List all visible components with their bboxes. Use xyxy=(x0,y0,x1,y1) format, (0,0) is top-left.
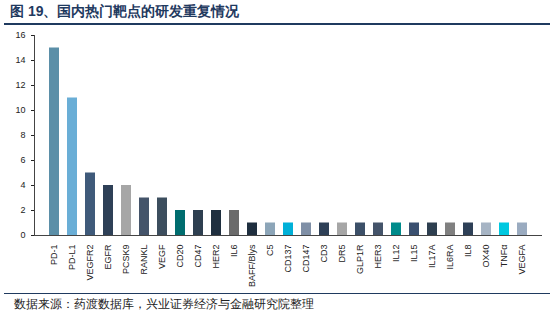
svg-text:GLP1R: GLP1R xyxy=(355,244,365,274)
svg-text:DR5: DR5 xyxy=(337,245,347,263)
svg-text:4: 4 xyxy=(20,180,25,190)
svg-text:IL8: IL8 xyxy=(463,245,473,258)
svg-text:IL6: IL6 xyxy=(229,245,239,258)
svg-text:CD137: CD137 xyxy=(283,245,293,273)
svg-text:IL15: IL15 xyxy=(409,245,419,263)
svg-text:0: 0 xyxy=(20,230,25,240)
svg-text:VEGF: VEGF xyxy=(157,244,167,269)
svg-text:IL12: IL12 xyxy=(391,245,401,263)
svg-text:HER2: HER2 xyxy=(211,245,221,269)
svg-text:CD47: CD47 xyxy=(193,245,203,268)
svg-text:RANKL: RANKL xyxy=(139,245,149,275)
svg-text:HER3: HER3 xyxy=(373,245,383,269)
svg-text:CD3: CD3 xyxy=(319,245,329,263)
svg-text:VEGFR2: VEGFR2 xyxy=(85,245,95,281)
svg-text:CD20: CD20 xyxy=(175,245,185,268)
html-text:图 19、国内热门靶点的研发重复情况: 图 19、国内热门靶点的研发重复情况 xyxy=(10,3,240,19)
svg-text:6: 6 xyxy=(20,155,25,165)
svg-text:IL17A: IL17A xyxy=(427,245,437,269)
svg-text:PCSK9: PCSK9 xyxy=(121,245,131,275)
svg-text:10: 10 xyxy=(15,105,25,115)
svg-text:C5: C5 xyxy=(265,245,275,257)
svg-text:14: 14 xyxy=(15,55,25,65)
svg-text:PD-1: PD-1 xyxy=(49,245,59,266)
svg-text:OX40: OX40 xyxy=(481,245,491,268)
svg-text:PD-L1: PD-L1 xyxy=(67,245,77,271)
svg-text:CD147: CD147 xyxy=(301,245,311,273)
html-text:数据来源：药渡数据库，兴业证券经济与金融研究院整理: 数据来源：药渡数据库，兴业证券经济与金融研究院整理 xyxy=(14,297,314,311)
svg-text:VEGFA: VEGFA xyxy=(517,245,527,275)
svg-text:IL6RA: IL6RA xyxy=(445,245,455,270)
svg-text:2: 2 xyxy=(20,205,25,215)
svg-text:EGFR: EGFR xyxy=(103,244,113,270)
svg-text:16: 16 xyxy=(15,30,25,40)
svg-text:TNFα: TNFα xyxy=(499,245,509,268)
svg-text:8: 8 xyxy=(20,130,25,140)
svg-text:BAFF/Blys: BAFF/Blys xyxy=(247,244,257,287)
svg-text:12: 12 xyxy=(15,80,25,90)
